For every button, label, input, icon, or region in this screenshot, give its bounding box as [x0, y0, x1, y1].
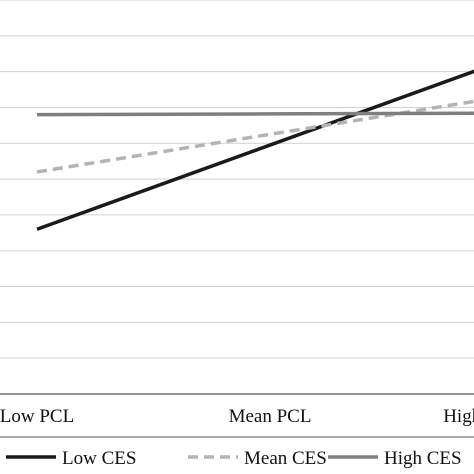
x-tick-label-2: High PCL	[443, 406, 474, 427]
series-lines	[36, 69, 474, 231]
legend-label-low-ces: Low CES	[62, 448, 136, 469]
series-line-mean-ces	[36, 99, 474, 174]
series-line-high-ces	[36, 111, 474, 117]
legend-label-mean-ces: Mean CES	[244, 448, 327, 469]
series-line-low-ces	[36, 69, 474, 231]
legend: Low CES Mean CES High CES	[6, 448, 462, 469]
legend-label-high-ces: High CES	[384, 448, 462, 469]
x-tick-label-0: Low PCL	[0, 406, 74, 427]
gridlines	[0, 0, 474, 359]
x-tick-label-1: Mean PCL	[229, 406, 312, 427]
